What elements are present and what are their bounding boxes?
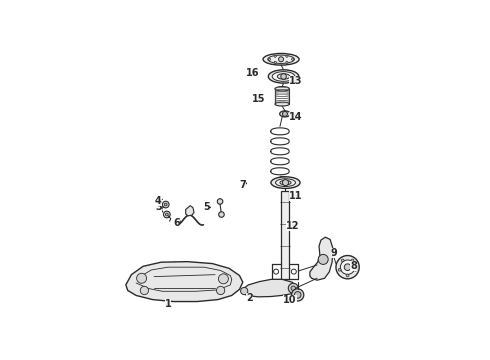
Circle shape: [281, 74, 286, 79]
Ellipse shape: [280, 180, 291, 185]
Ellipse shape: [263, 53, 299, 65]
Ellipse shape: [272, 72, 295, 81]
Circle shape: [351, 259, 354, 262]
Circle shape: [292, 269, 296, 274]
Polygon shape: [126, 262, 243, 302]
Text: 1: 1: [165, 299, 172, 309]
Circle shape: [140, 286, 148, 294]
Circle shape: [274, 55, 276, 57]
Ellipse shape: [275, 179, 295, 186]
Text: 4: 4: [155, 195, 162, 206]
Circle shape: [291, 286, 295, 291]
Text: 7: 7: [240, 180, 246, 190]
Text: 11: 11: [289, 191, 302, 201]
Circle shape: [273, 269, 279, 274]
Text: 9: 9: [331, 248, 338, 258]
Polygon shape: [242, 279, 295, 297]
Circle shape: [318, 255, 328, 264]
Circle shape: [241, 287, 248, 294]
Text: 16: 16: [245, 68, 259, 78]
Ellipse shape: [280, 111, 290, 117]
Ellipse shape: [277, 74, 290, 79]
Circle shape: [282, 180, 289, 186]
Text: 13: 13: [289, 76, 302, 86]
Circle shape: [294, 292, 301, 298]
Circle shape: [286, 61, 288, 63]
Polygon shape: [310, 237, 333, 280]
Circle shape: [292, 58, 294, 60]
Circle shape: [219, 212, 224, 217]
Circle shape: [166, 213, 168, 216]
Circle shape: [279, 57, 284, 62]
Text: 8: 8: [350, 261, 357, 270]
Text: 15: 15: [252, 94, 266, 104]
Ellipse shape: [271, 177, 300, 188]
Circle shape: [164, 203, 167, 206]
Circle shape: [354, 268, 357, 271]
Circle shape: [217, 286, 225, 294]
Text: 14: 14: [289, 112, 302, 122]
Circle shape: [344, 264, 351, 270]
Text: 2: 2: [246, 293, 253, 303]
Polygon shape: [186, 206, 194, 216]
Circle shape: [288, 283, 298, 293]
Ellipse shape: [275, 102, 290, 106]
Circle shape: [341, 260, 355, 274]
Ellipse shape: [269, 70, 299, 83]
Text: 10: 10: [283, 296, 296, 305]
Polygon shape: [281, 191, 289, 279]
Circle shape: [217, 199, 223, 204]
Circle shape: [282, 111, 288, 116]
Circle shape: [286, 55, 288, 57]
Circle shape: [346, 274, 349, 277]
Circle shape: [269, 58, 270, 60]
Circle shape: [219, 274, 228, 284]
Circle shape: [274, 61, 276, 63]
Circle shape: [164, 211, 170, 218]
Text: 12: 12: [286, 221, 299, 231]
Circle shape: [342, 259, 344, 262]
Text: 5: 5: [203, 202, 210, 212]
Ellipse shape: [275, 87, 290, 91]
Text: 6: 6: [173, 218, 180, 228]
Circle shape: [292, 289, 304, 301]
Circle shape: [137, 273, 147, 283]
Circle shape: [162, 201, 169, 208]
Circle shape: [338, 268, 341, 271]
Text: 3: 3: [155, 202, 162, 212]
Circle shape: [336, 256, 359, 279]
